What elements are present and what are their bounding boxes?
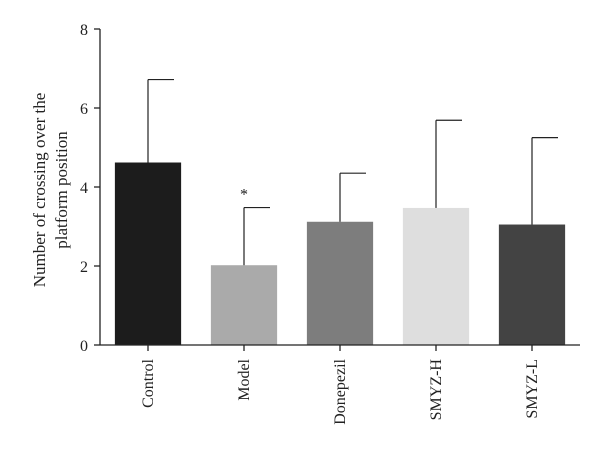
- x-tick-label-smyz-l: SMYZ-L: [524, 359, 541, 419]
- y-tick-label: 6: [80, 101, 88, 118]
- y-axis-title: Number of crossing over the platform pos…: [30, 93, 71, 288]
- bar-control: [114, 162, 182, 345]
- y-axis-title-line-1: Number of crossing over the: [30, 93, 49, 288]
- bar-smyz-h: [402, 207, 470, 345]
- y-tick-label: 8: [80, 22, 88, 39]
- x-axis-labels: Control Model Donepezil SMYZ-H SMYZ-L: [140, 345, 541, 425]
- error-bars: [147, 78, 558, 266]
- bar-smyz-l: [498, 224, 566, 345]
- x-tick-label-model: Model: [236, 358, 253, 400]
- x-tick-label-smyz-h: SMYZ-H: [428, 359, 445, 421]
- y-tick-label: 0: [80, 338, 88, 355]
- y-axis-title-line-2: platform position: [52, 131, 71, 249]
- y-axis-ticks: 0 2 4 6 8: [80, 22, 100, 355]
- annotations: *: [240, 187, 248, 204]
- bars: [114, 162, 566, 345]
- significance-mark: *: [240, 187, 248, 204]
- bar-donepezil: [306, 221, 374, 345]
- bar-model: [210, 265, 278, 345]
- x-tick-label-control: Control: [140, 358, 157, 407]
- x-tick-label-donepezil: Donepezil: [332, 358, 349, 424]
- y-tick-label: 2: [80, 259, 88, 276]
- y-tick-label: 4: [80, 180, 88, 197]
